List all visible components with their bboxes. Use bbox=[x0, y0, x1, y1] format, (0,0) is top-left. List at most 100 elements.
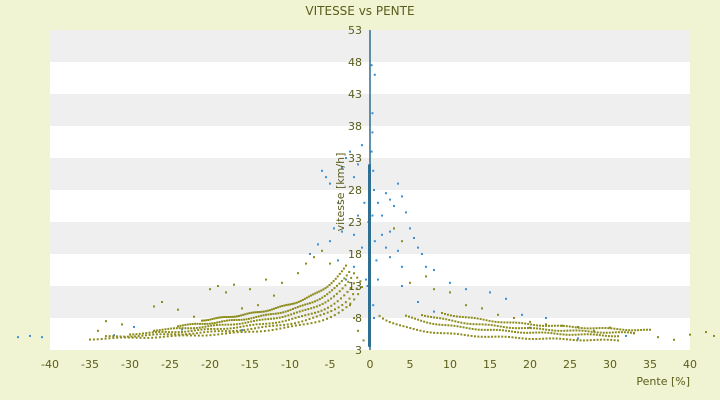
data-point bbox=[450, 332, 453, 335]
data-point bbox=[223, 316, 226, 319]
data-point bbox=[301, 304, 304, 307]
data-point bbox=[337, 311, 340, 314]
data-point bbox=[356, 276, 359, 279]
data-point bbox=[275, 306, 278, 309]
data-point bbox=[378, 314, 381, 317]
data-point bbox=[291, 325, 294, 328]
data-point bbox=[571, 333, 574, 336]
x-tick-label: -20 bbox=[201, 358, 219, 371]
data-point bbox=[291, 307, 294, 310]
data-point bbox=[262, 322, 265, 325]
data-point bbox=[467, 334, 470, 337]
data-point bbox=[377, 278, 379, 281]
data-point bbox=[333, 287, 336, 290]
data-point bbox=[542, 337, 545, 340]
data-point bbox=[539, 327, 542, 330]
x-tick-label: -25 bbox=[161, 358, 179, 371]
data-point bbox=[206, 328, 209, 331]
data-point bbox=[164, 328, 167, 331]
data-point bbox=[487, 335, 490, 338]
data-point bbox=[195, 326, 198, 329]
data-point bbox=[350, 276, 353, 279]
data-point bbox=[208, 322, 211, 325]
data-point bbox=[304, 319, 307, 322]
data-point bbox=[465, 326, 468, 329]
data-point bbox=[323, 308, 326, 311]
data-point bbox=[145, 332, 148, 335]
data-point bbox=[309, 302, 312, 305]
data-point bbox=[610, 327, 613, 330]
data-point bbox=[153, 305, 155, 308]
data-point bbox=[640, 328, 643, 331]
data-point bbox=[338, 282, 341, 285]
data-point bbox=[186, 334, 189, 337]
data-point bbox=[397, 249, 399, 252]
data-point bbox=[417, 246, 419, 249]
data-point bbox=[252, 323, 255, 326]
data-point bbox=[506, 321, 509, 324]
data-point bbox=[481, 307, 483, 310]
data-point bbox=[335, 284, 338, 287]
data-point bbox=[465, 304, 467, 307]
data-point bbox=[258, 318, 261, 321]
data-point bbox=[147, 336, 150, 339]
data-point bbox=[317, 243, 319, 246]
data-point bbox=[206, 330, 209, 333]
data-point bbox=[283, 326, 286, 329]
data-point bbox=[601, 334, 604, 337]
data-point bbox=[284, 319, 287, 322]
data-point bbox=[203, 331, 206, 334]
data-point bbox=[227, 315, 230, 318]
data-point bbox=[217, 285, 219, 287]
data-point bbox=[631, 329, 634, 332]
x-tick-label: -10 bbox=[281, 358, 299, 371]
data-point bbox=[456, 325, 459, 328]
data-point bbox=[153, 329, 155, 332]
data-point bbox=[217, 330, 220, 333]
data-point bbox=[195, 332, 198, 335]
data-point bbox=[304, 308, 307, 311]
data-point bbox=[323, 312, 326, 315]
data-point bbox=[336, 275, 339, 278]
data-point bbox=[324, 287, 327, 290]
data-point bbox=[511, 336, 514, 339]
data-point bbox=[429, 322, 432, 325]
data-point bbox=[225, 291, 227, 294]
x-tick-label: 25 bbox=[563, 358, 577, 371]
data-point bbox=[466, 322, 469, 325]
data-point bbox=[264, 318, 267, 321]
data-point bbox=[511, 330, 513, 333]
data-point bbox=[463, 333, 466, 336]
data-point bbox=[321, 249, 323, 252]
data-point bbox=[529, 320, 531, 323]
y-tick-label: 28 bbox=[348, 184, 362, 197]
data-point bbox=[312, 293, 315, 296]
data-point bbox=[613, 339, 616, 342]
data-point bbox=[230, 323, 233, 326]
data-point bbox=[210, 324, 213, 327]
data-point bbox=[175, 327, 178, 330]
data-point bbox=[352, 293, 355, 296]
data-point bbox=[127, 336, 130, 339]
data-point bbox=[308, 317, 311, 320]
data-point bbox=[203, 328, 206, 331]
data-point bbox=[298, 310, 301, 313]
data-point bbox=[284, 310, 287, 313]
data-point bbox=[283, 323, 286, 326]
data-point bbox=[164, 330, 167, 333]
data-point bbox=[232, 326, 235, 329]
data-point bbox=[592, 333, 595, 336]
data-point bbox=[326, 293, 329, 296]
data-point bbox=[253, 319, 255, 322]
data-point bbox=[243, 329, 246, 332]
data-point bbox=[299, 300, 302, 303]
data-point bbox=[191, 322, 194, 325]
data-point bbox=[181, 327, 184, 330]
data-point bbox=[155, 333, 158, 336]
data-point bbox=[161, 301, 163, 303]
data-point bbox=[252, 330, 255, 333]
data-point bbox=[353, 272, 355, 275]
data-point bbox=[343, 277, 346, 280]
data-point bbox=[223, 327, 226, 330]
data-point bbox=[446, 313, 449, 316]
